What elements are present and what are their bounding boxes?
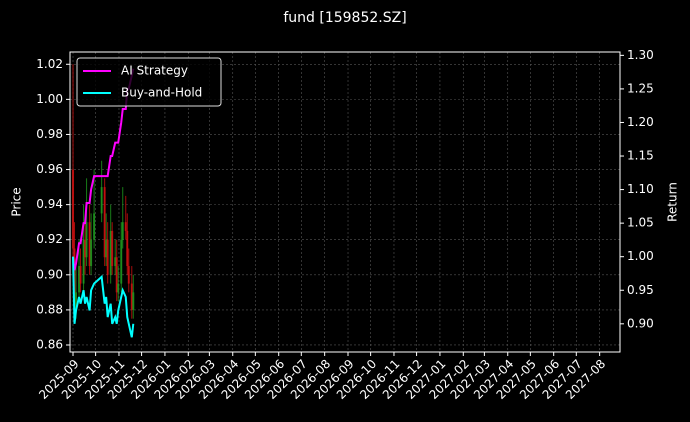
- y-tick-label: 0.88: [36, 302, 63, 316]
- y2-axis-label: Return: [666, 182, 680, 222]
- y2-tick-label: 1.25: [627, 81, 654, 95]
- chart-title: fund [159852.SZ]: [283, 10, 406, 26]
- y2-tick-label: 1.10: [627, 182, 654, 196]
- candle-body: [115, 257, 118, 293]
- candle-body: [124, 222, 127, 231]
- candle-body: [84, 239, 87, 258]
- y-tick-label: 0.92: [36, 232, 63, 246]
- candle-body: [121, 222, 124, 240]
- candle-body: [132, 292, 135, 310]
- candle-body: [105, 239, 108, 258]
- y-tick-label: 0.98: [36, 127, 63, 141]
- y2-tick-label: 1.15: [627, 149, 654, 163]
- y2-tick-label: 1.00: [627, 249, 654, 263]
- candle-body: [120, 239, 123, 284]
- y-tick-label: 0.86: [36, 337, 63, 351]
- candle-body: [78, 266, 81, 293]
- candle-body: [130, 283, 133, 310]
- candle-body: [111, 230, 114, 267]
- candle-body: [100, 187, 103, 214]
- y2-tick-label: 0.90: [627, 316, 654, 330]
- legend-label: Buy-and-Hold: [121, 86, 202, 100]
- candle-body: [103, 187, 106, 258]
- y2-tick-label: 1.30: [627, 48, 654, 62]
- candle-body: [72, 169, 75, 249]
- plot-frame: [69, 51, 621, 353]
- y-tick-label: 0.96: [36, 162, 63, 176]
- y-tick-label: 0.94: [36, 197, 63, 211]
- y-tick-label: 0.90: [36, 267, 63, 281]
- candle-body: [79, 266, 82, 284]
- candle-body: [75, 292, 78, 310]
- candle-body: [90, 239, 93, 267]
- series-line: [72, 68, 135, 271]
- y-axis-label: Price: [10, 187, 24, 216]
- candle-body: [114, 257, 117, 267]
- candle-body: [73, 248, 76, 310]
- y2-tick-label: 1.20: [627, 115, 654, 129]
- candle-body: [106, 239, 109, 275]
- candle-body: [127, 266, 130, 284]
- y-tick-label: 1.02: [36, 57, 63, 71]
- candle-body: [126, 230, 129, 267]
- y2-tick-label: 0.95: [627, 283, 654, 297]
- candle-body: [93, 213, 96, 240]
- candle-body: [88, 222, 91, 267]
- candle-body: [82, 239, 85, 284]
- y-tick-label: 1.00: [36, 92, 63, 106]
- candle-body: [109, 230, 112, 275]
- y2-tick-label: 1.05: [627, 216, 654, 230]
- legend-box: [76, 57, 222, 107]
- legend-label: AI Strategy: [121, 64, 188, 78]
- candle-body: [85, 222, 88, 258]
- candle-body: [117, 283, 120, 293]
- series-line: [72, 256, 135, 338]
